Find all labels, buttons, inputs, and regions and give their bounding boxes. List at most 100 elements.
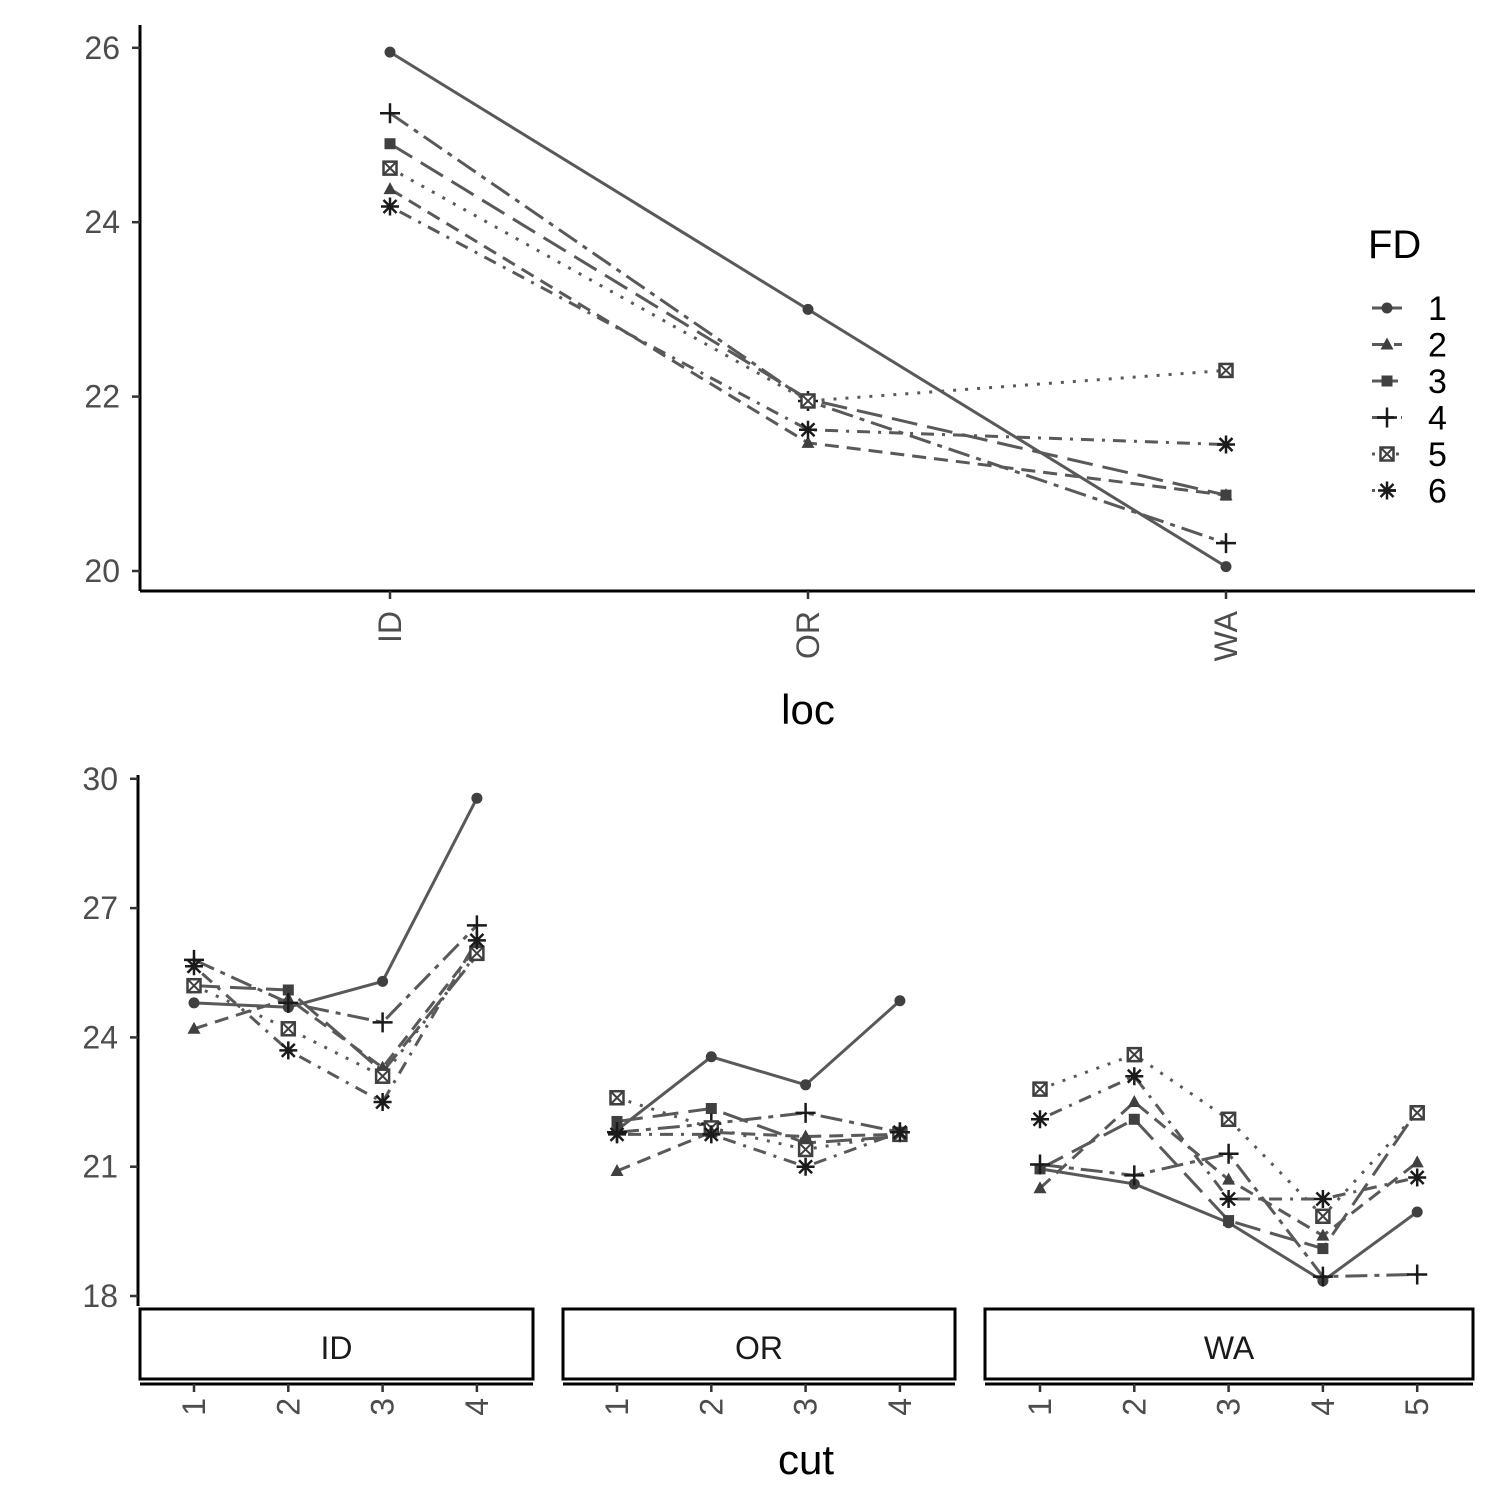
legend-key-6-marker <box>1378 481 1396 500</box>
facet-OR: OR 1 2 3 4 <box>561 995 957 1416</box>
facet-ID-series-1-point <box>377 975 389 987</box>
facet-WA-x-tick-label: 4 <box>1305 1398 1341 1416</box>
facet-WA-series-2-point <box>1127 1095 1141 1108</box>
top-series-4-point <box>380 103 400 124</box>
facet-WA-series-5-point <box>1032 1081 1048 1097</box>
facet-OR-series-1-point <box>705 1051 717 1063</box>
top-x-axis-title: loc <box>781 686 835 733</box>
legend-key-1-marker <box>1381 302 1393 314</box>
top-x-tick-label: OR <box>790 611 826 659</box>
bottom-y-tick-label: 21 <box>82 1149 118 1185</box>
top-series-6-line <box>389 205 1227 447</box>
facet-WA-series-5-point <box>1126 1046 1143 1063</box>
facet-WA-x-tick-label: 5 <box>1399 1398 1435 1416</box>
top-series-3-point <box>1220 489 1232 501</box>
facet-WA-series-3-point <box>1317 1243 1329 1255</box>
top-series-3-point <box>384 138 396 150</box>
facet-WA-series-4-point <box>1030 1154 1050 1175</box>
bottom-x-axis-title: cut <box>778 1436 834 1483</box>
top-series-2-point <box>801 435 815 448</box>
legend-label-5: 5 <box>1428 436 1447 474</box>
legend-key-4-marker <box>1377 407 1397 428</box>
facet-ID: ID 1 2 3 4 <box>138 792 535 1416</box>
bottom-y-tick-label: 18 <box>82 1278 118 1314</box>
facet-WA-series-5-point <box>1315 1208 1331 1225</box>
facet-strip-label-WA: WA <box>1204 1330 1255 1366</box>
facet-OR-x-tick-label: 1 <box>599 1398 635 1416</box>
legend-key-3-marker <box>1381 375 1393 387</box>
facet-ID-series-6-point <box>279 1041 298 1060</box>
facet-OR-series-5-point <box>609 1089 625 1106</box>
facet-OR-series-6-line <box>617 1130 901 1169</box>
facet-OR-series-1-point <box>800 1079 812 1091</box>
facet-WA-series-3-line <box>1039 1109 1419 1251</box>
top-series-4-point <box>1216 533 1236 554</box>
facet-WA-series-5-point <box>1220 1111 1237 1128</box>
facet-ID-series-1-point <box>471 792 483 804</box>
facet-OR-x-tick-label: 3 <box>788 1398 824 1416</box>
top-series-5-line <box>389 166 1227 403</box>
top-y-tick-label: 24 <box>84 204 120 240</box>
facet-ID-series-1-point <box>188 997 200 1009</box>
bottom-y-tick-label: 30 <box>82 761 118 797</box>
facet-strip-OR <box>561 1307 957 1381</box>
top-series-2-line <box>389 187 1227 497</box>
facet-ID-series-5-line <box>193 952 479 1079</box>
facet-OR-series-3-point <box>705 1103 717 1115</box>
top-y-tick-label: 26 <box>84 30 120 66</box>
bottom-plot-panels: 18 21 24 27 30 ID 1 2 3 4 OR 1 2 3 4 WA 1 2 3 4 5 <box>82 761 1475 1416</box>
top-series-6-point <box>1217 435 1235 454</box>
facet-WA-x-tick-label: 1 <box>1022 1398 1058 1416</box>
facet-WA-series-4-point <box>1218 1143 1239 1164</box>
facet-OR-series-2-point <box>610 1164 624 1177</box>
top-series-1-point <box>384 46 396 58</box>
facet-ID-x-tick-label: 1 <box>176 1398 212 1416</box>
facet-ID-series-5-point <box>280 1021 297 1037</box>
facet-ID-x-tick-label: 2 <box>270 1398 306 1416</box>
top-x-tick-label: WA <box>1208 610 1244 661</box>
top-series-6-point <box>799 420 817 439</box>
facet-WA-series-6-point <box>1031 1110 1049 1129</box>
facet-WA-series-6-point <box>1125 1067 1144 1086</box>
facet-OR-series-4-point <box>795 1102 816 1123</box>
facet-ID-series-4-line <box>193 924 478 1024</box>
facet-WA-series-6-point <box>1313 1190 1332 1209</box>
legend-key-2-marker <box>1380 337 1394 350</box>
facet-ID-series-6-point <box>467 931 486 950</box>
top-series-6-point <box>381 197 399 216</box>
facet-OR-series-6-point <box>608 1125 626 1144</box>
top-series-5-point <box>382 160 398 176</box>
legend-key-5-marker <box>1379 446 1395 462</box>
facet-WA-series-2-point <box>1222 1172 1236 1185</box>
facet-ID-series-5-point <box>186 977 202 994</box>
facet-WA-series-3-point <box>1223 1215 1235 1227</box>
top-series-1-point <box>1220 561 1232 573</box>
legend-label-1: 1 <box>1428 290 1447 328</box>
facet-ID-series-6-line <box>193 939 479 1105</box>
facet-WA-series-3-point <box>1128 1113 1140 1125</box>
facet-OR-series-3-line <box>616 1106 901 1145</box>
facet-WA-series-4-point <box>1124 1165 1145 1186</box>
facet-ID-series-6-point <box>373 1093 392 1112</box>
facet-ID-series-6-point <box>185 957 203 976</box>
facet-WA-x-tick-label: 2 <box>1116 1398 1152 1416</box>
facet-ID-series-4-point <box>372 1012 393 1033</box>
top-series-2-point <box>383 182 397 195</box>
top-series-1-point <box>802 303 814 315</box>
facet-WA-series-4-point <box>1312 1266 1333 1287</box>
facet-WA-series-2-point <box>1033 1181 1047 1194</box>
facet-ID-series-2-line <box>193 945 479 1070</box>
facet-ID-series-3-point <box>282 984 294 996</box>
top-y-tick-label: 20 <box>84 553 120 589</box>
facet-ID-series-4-point <box>278 992 299 1013</box>
facet-OR-series-2-line <box>616 1130 900 1173</box>
bottom-y-tick-label: 24 <box>82 1019 118 1055</box>
facet-WA-series-5-line <box>1039 1052 1419 1219</box>
legend-label-6: 6 <box>1428 473 1447 511</box>
facet-OR-x-tick-label: 2 <box>693 1398 729 1416</box>
top-series-5-point <box>800 393 816 409</box>
facet-OR-series-3-point <box>611 1115 623 1127</box>
facet-WA-series-6-point <box>1408 1168 1427 1187</box>
